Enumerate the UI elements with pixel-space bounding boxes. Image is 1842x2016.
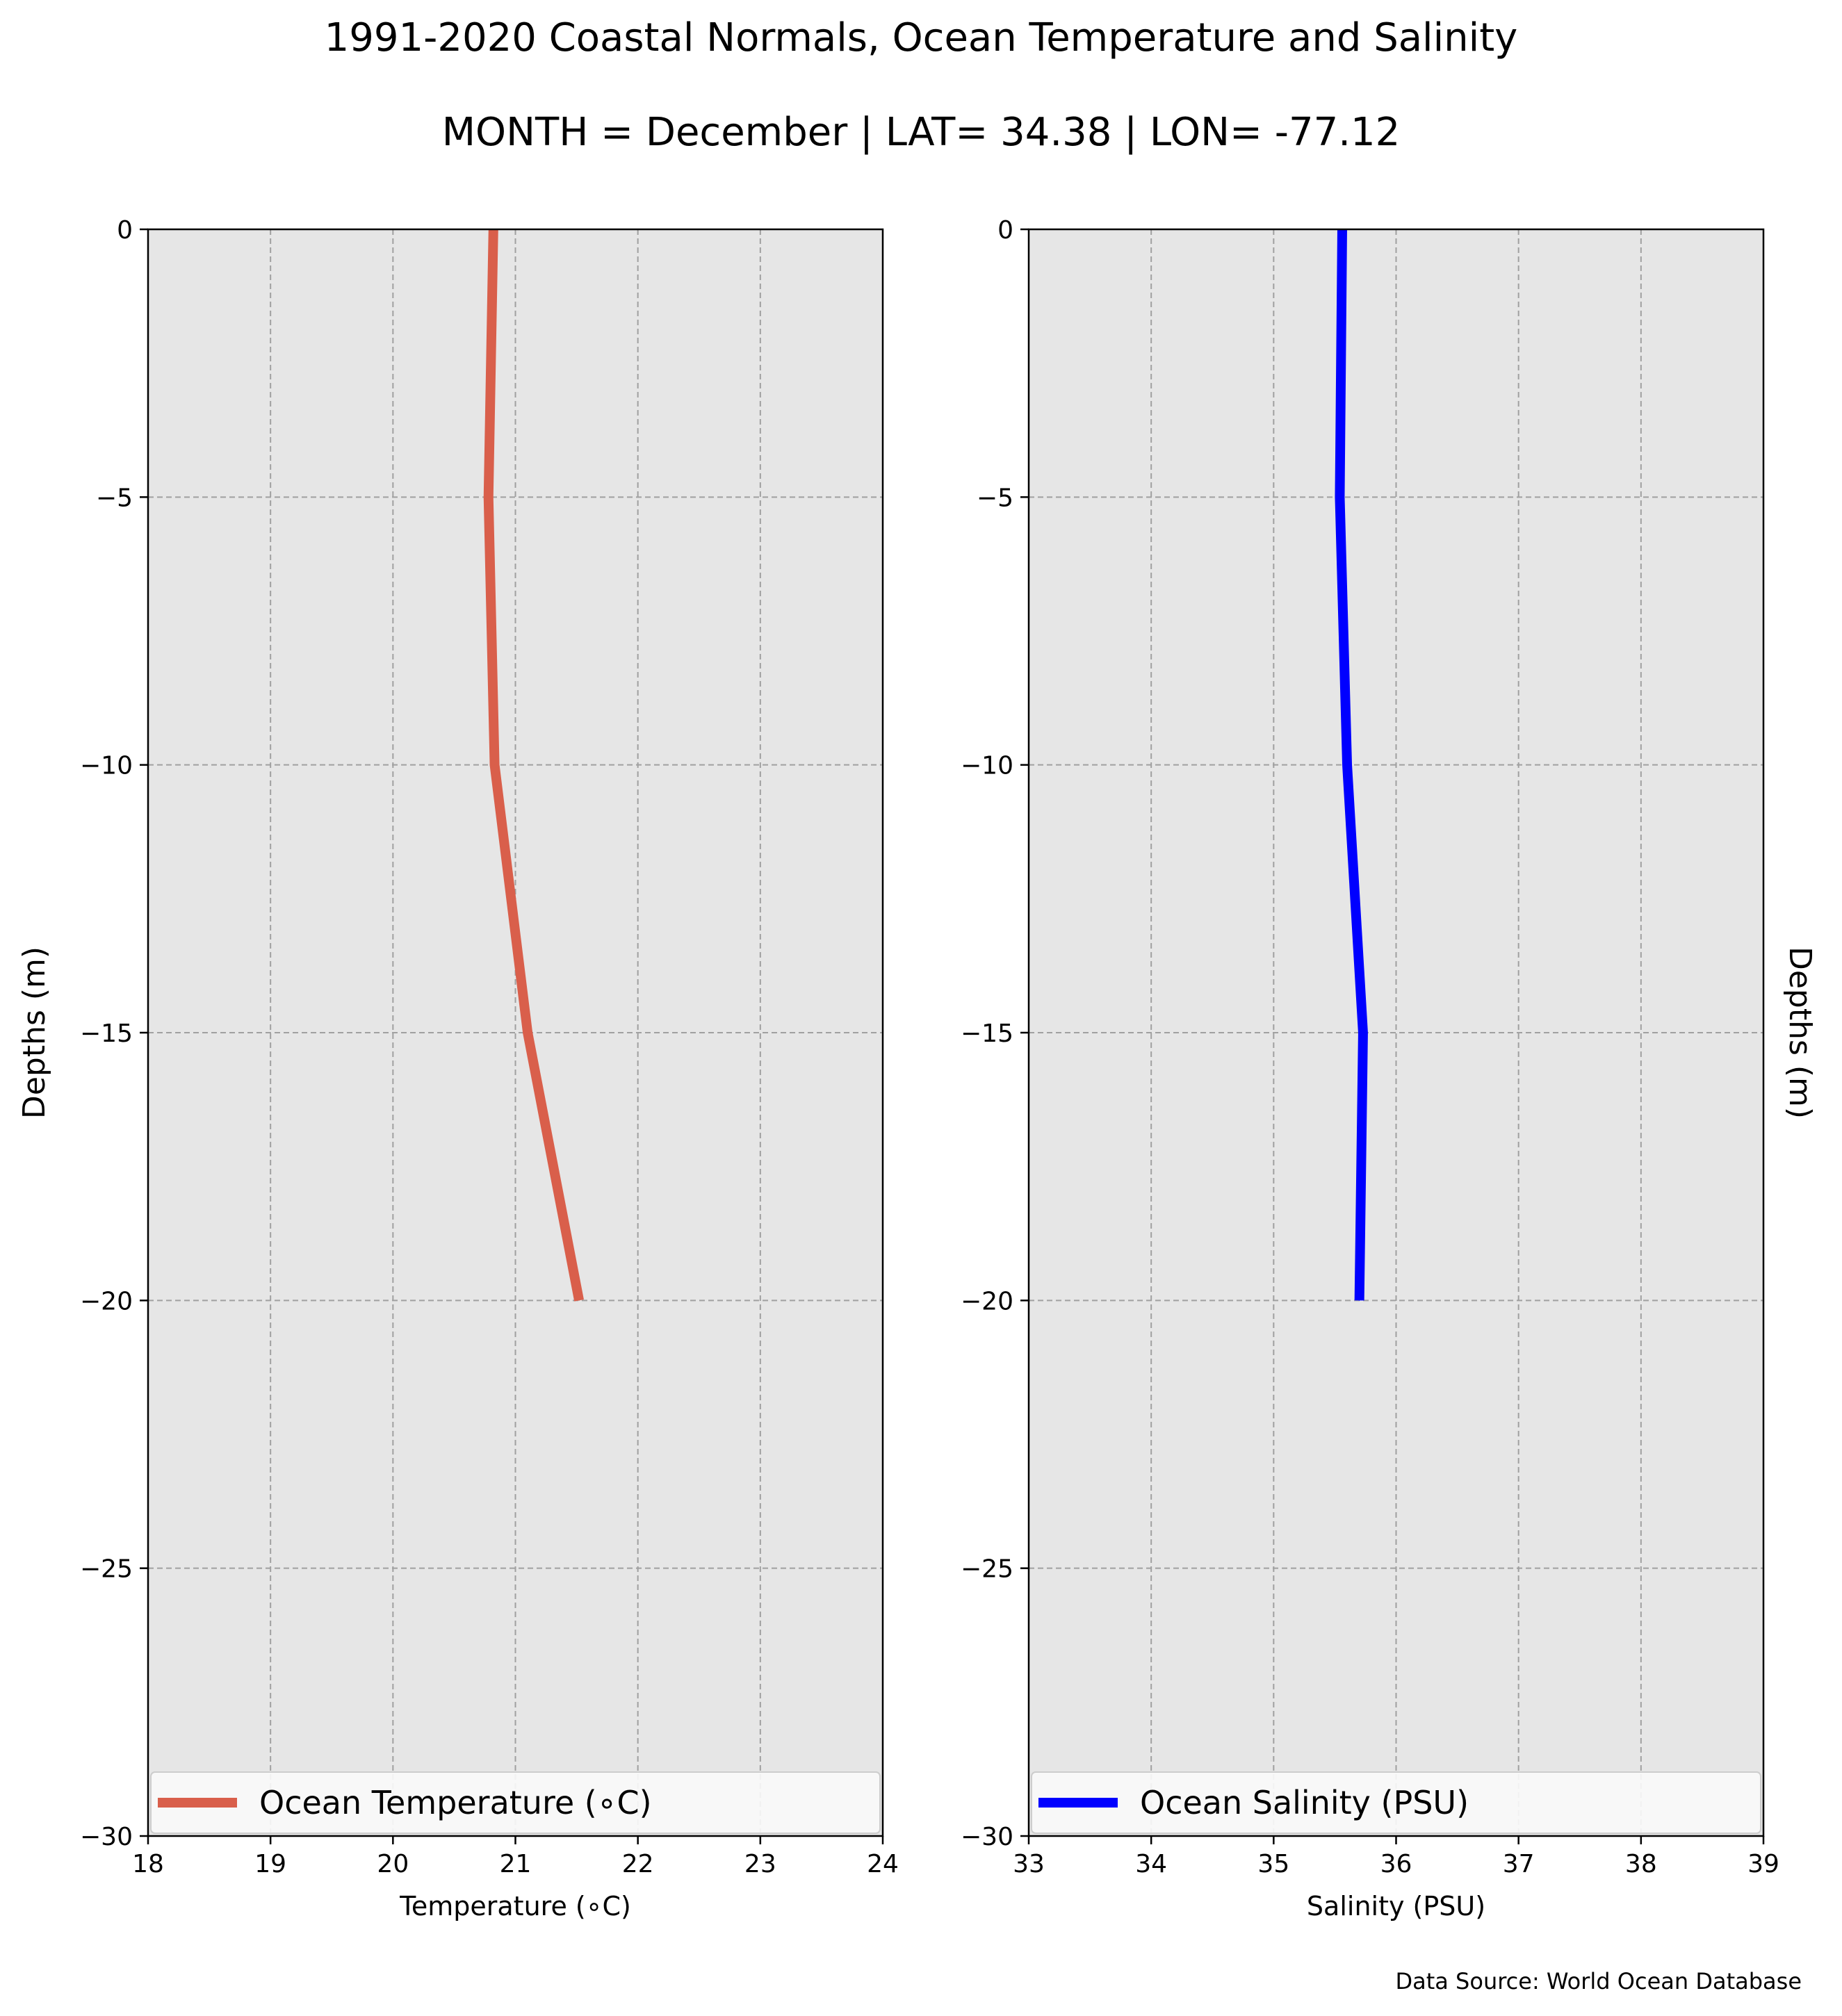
x-tick-label: 34 (1135, 1850, 1167, 1878)
y-tick-label: 0 (117, 216, 133, 245)
data-point (1359, 1300, 1360, 1301)
legend-label: Ocean Temperature (∘C) (259, 1784, 652, 1821)
legend-label: Ocean Salinity (PSU) (1140, 1784, 1469, 1821)
y-tick-label: −25 (80, 1555, 133, 1584)
data-point (1339, 496, 1340, 498)
y-tick-label: 0 (997, 216, 1013, 245)
x-tick-label: 36 (1380, 1850, 1412, 1878)
x-tick-label: 39 (1747, 1850, 1779, 1878)
data-point (494, 764, 496, 766)
y-tick-label: −5 (96, 484, 133, 512)
data-source-note: Data Source: World Ocean Database (1395, 1968, 1802, 1994)
y-tick-label: −20 (961, 1287, 1013, 1316)
y-tick-label: −30 (80, 1823, 133, 1851)
x-tick-label: 20 (377, 1850, 409, 1878)
y-axis-label: Depths (m) (17, 946, 52, 1119)
y-axis-label: Depths (m) (1782, 946, 1818, 1119)
y-tick-label: −10 (80, 752, 133, 780)
x-tick-label: 21 (500, 1850, 532, 1878)
x-axis-label: Temperature (∘C) (399, 1891, 631, 1921)
data-point (488, 496, 489, 498)
figure-title: 1991-2020 Coastal Normals, Ocean Tempera… (324, 15, 1518, 60)
y-tick-label: −10 (961, 752, 1013, 780)
x-tick-label: 38 (1625, 1850, 1657, 1878)
x-tick-label: 22 (622, 1850, 654, 1878)
y-tick-label: −15 (80, 1019, 133, 1048)
x-tick-label: 18 (132, 1850, 164, 1878)
salinity-panel: 33 34 35 36 37 38 39 0 −5 −10 −15 −20 −25 −30 Salinity… (961, 216, 1818, 1921)
x-tick-label: 23 (744, 1850, 776, 1878)
x-tick-label: 37 (1503, 1850, 1535, 1878)
x-tick-label: 35 (1257, 1850, 1289, 1878)
y-tick-label: −20 (80, 1287, 133, 1316)
x-tick-label: 24 (867, 1850, 899, 1878)
x-axis-label: Salinity (PSU) (1307, 1891, 1485, 1921)
legend-box (1031, 1771, 1761, 1834)
legend-box (150, 1771, 881, 1834)
x-tick-label: 19 (254, 1850, 286, 1878)
x-tick-label: 33 (1013, 1850, 1045, 1878)
y-tick-label: −5 (977, 484, 1013, 512)
data-point (1346, 764, 1348, 766)
data-point (578, 1300, 580, 1301)
legend: Ocean Temperature (∘C) (150, 1771, 881, 1834)
y-tick-label: −15 (961, 1019, 1013, 1048)
y-tick-label: −30 (961, 1823, 1013, 1851)
temperature-panel: 18 19 20 21 22 23 24 0 −5 −10 −15 −20 −25 −30 Temperat… (17, 216, 899, 1921)
y-tick-label: −25 (961, 1555, 1013, 1584)
figure-subtitle: MONTH = December | LAT= 34.38 | LON= -77… (441, 110, 1401, 155)
legend: Ocean Salinity (PSU) (1031, 1771, 1761, 1834)
